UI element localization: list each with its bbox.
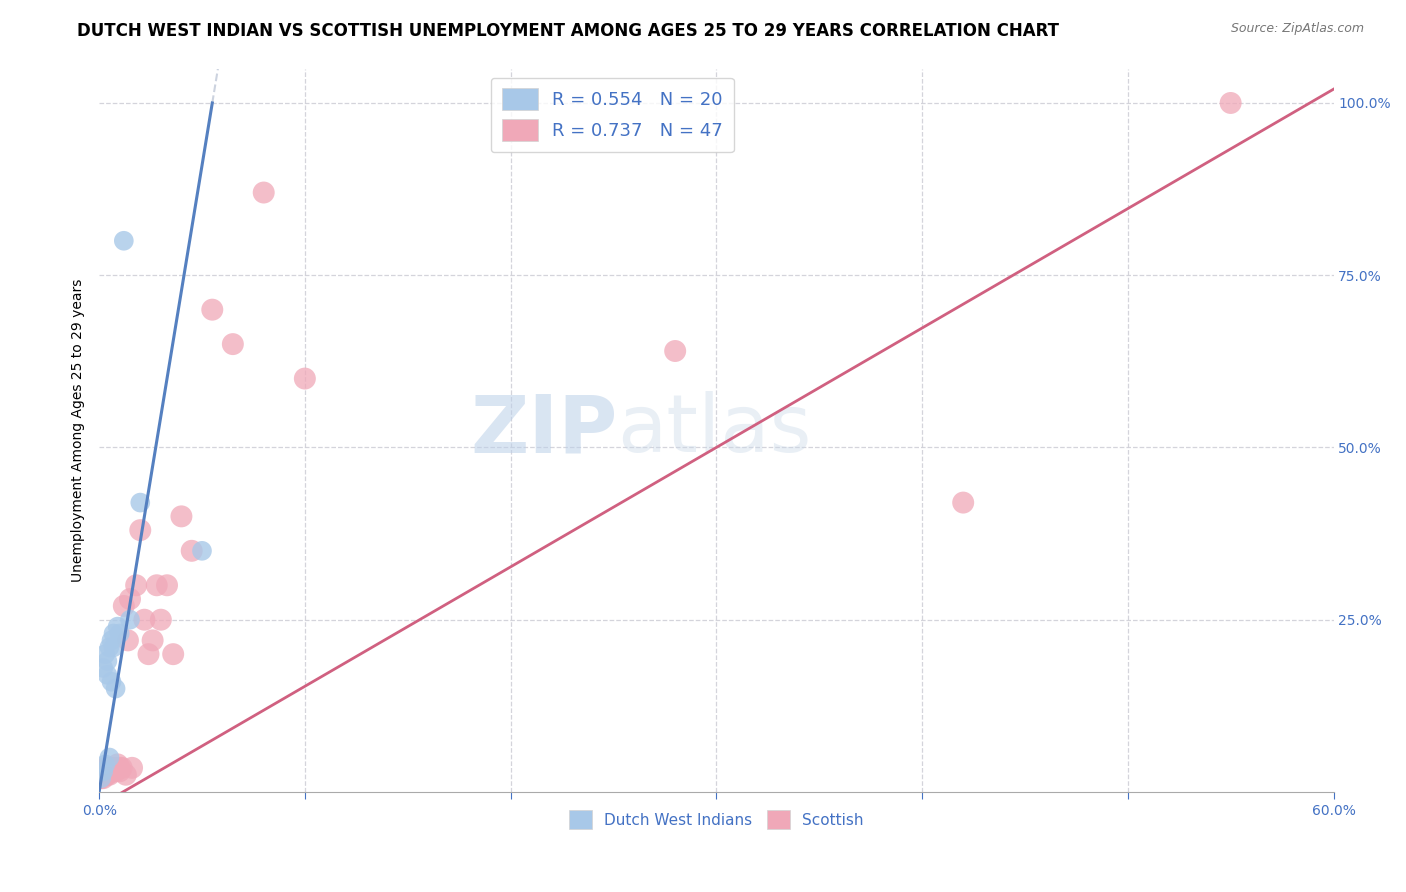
Point	[96, 768, 118, 782]
Point	[98, 764, 121, 779]
Point	[94, 757, 117, 772]
Point	[112, 599, 135, 613]
Point	[103, 626, 125, 640]
Point	[191, 544, 214, 558]
Point	[103, 640, 125, 655]
Point	[117, 633, 139, 648]
Point	[104, 681, 127, 696]
Point	[664, 344, 686, 359]
Point	[108, 761, 131, 775]
Point	[112, 234, 135, 248]
Point	[125, 578, 148, 592]
Point	[104, 764, 127, 779]
Point	[98, 761, 121, 775]
Point	[108, 764, 131, 779]
Point	[100, 633, 122, 648]
Text: ZIP: ZIP	[471, 392, 617, 469]
Point	[100, 761, 122, 775]
Point	[145, 578, 167, 592]
Point	[94, 764, 117, 779]
Point	[103, 761, 125, 775]
Point	[94, 647, 117, 661]
Text: atlas: atlas	[617, 392, 811, 469]
Point	[104, 761, 127, 775]
Point	[100, 764, 122, 779]
Y-axis label: Unemployment Among Ages 25 to 29 years: Unemployment Among Ages 25 to 29 years	[72, 278, 86, 582]
Point	[91, 661, 114, 675]
Point	[149, 613, 172, 627]
Point	[94, 761, 117, 775]
Point	[170, 509, 193, 524]
Point	[98, 750, 121, 764]
Point	[142, 633, 165, 648]
Point	[90, 771, 112, 785]
Point	[180, 544, 202, 558]
Point	[90, 771, 112, 785]
Text: Source: ZipAtlas.com: Source: ZipAtlas.com	[1230, 22, 1364, 36]
Point	[138, 647, 160, 661]
Point	[118, 592, 141, 607]
Point	[91, 764, 114, 779]
Point	[90, 764, 112, 779]
Point	[91, 768, 114, 782]
Text: DUTCH WEST INDIAN VS SCOTTISH UNEMPLOYMENT AMONG AGES 25 TO 29 YEARS CORRELATION: DUTCH WEST INDIAN VS SCOTTISH UNEMPLOYME…	[77, 22, 1059, 40]
Point	[103, 764, 125, 779]
Point	[91, 764, 114, 779]
Point	[94, 768, 117, 782]
Point	[107, 619, 129, 633]
Point	[115, 768, 138, 782]
Point	[156, 578, 179, 592]
Point	[98, 768, 121, 782]
Point	[111, 761, 134, 775]
Legend: Dutch West Indians, Scottish: Dutch West Indians, Scottish	[562, 804, 870, 835]
Point	[107, 757, 129, 772]
Point	[201, 302, 224, 317]
Point	[96, 654, 118, 668]
Point	[96, 668, 118, 682]
Point	[253, 186, 276, 200]
Point	[118, 613, 141, 627]
Point	[222, 337, 245, 351]
Point	[294, 371, 316, 385]
Point	[91, 771, 114, 785]
Point	[96, 761, 118, 775]
Point	[98, 640, 121, 655]
Point	[121, 761, 143, 775]
Point	[1219, 95, 1241, 110]
Point	[96, 764, 118, 779]
Point	[162, 647, 184, 661]
Point	[129, 495, 152, 509]
Point	[134, 613, 156, 627]
Point	[952, 495, 974, 509]
Point	[100, 674, 122, 689]
Point	[129, 523, 152, 537]
Point	[108, 626, 131, 640]
